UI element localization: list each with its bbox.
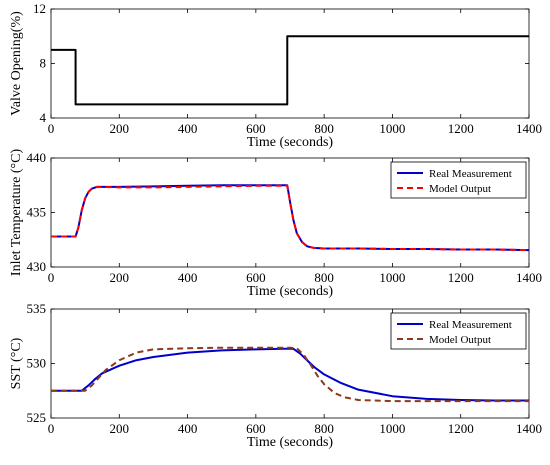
x-tick-label: 600 bbox=[246, 421, 266, 436]
x-tick-label: 0 bbox=[48, 121, 55, 136]
y-tick-label: 440 bbox=[27, 150, 47, 165]
x-tick-label: 0 bbox=[48, 270, 55, 285]
y-axis-label: Valve Opening(%) bbox=[9, 11, 24, 116]
y-axis-label: SST (°C) bbox=[9, 337, 24, 389]
x-tick-label: 800 bbox=[314, 121, 334, 136]
x-axis-label: Time (seconds) bbox=[247, 435, 334, 450]
x-tick-label: 1200 bbox=[448, 270, 474, 285]
x-axis-label: Time (seconds) bbox=[247, 135, 334, 150]
y-tick-label: 525 bbox=[27, 410, 47, 425]
legend: Real Measurement Model Output bbox=[390, 161, 527, 199]
chart-panel-1: 0 200 400 600 800 1000 1200 1400 4 8 12 Time (secon… bbox=[9, 1, 542, 150]
legend-entry-label: Model Output bbox=[429, 183, 491, 195]
y-tick-label: 12 bbox=[33, 1, 46, 16]
x-tick-label: 800 bbox=[314, 421, 334, 436]
legend: Real Measurement Model Output bbox=[390, 312, 527, 350]
x-tick-label: 1400 bbox=[516, 121, 542, 136]
x-tick-label: 200 bbox=[110, 421, 130, 436]
plot-frame bbox=[50, 8, 530, 119]
x-tick-label: 400 bbox=[178, 270, 198, 285]
x-tick-label: 0 bbox=[48, 421, 55, 436]
x-tick-label: 1000 bbox=[379, 421, 405, 436]
y-tick-label: 435 bbox=[27, 205, 47, 220]
chart-panel-3: 0 200 400 600 800 1000 1200 1400 525 530 535 Time (… bbox=[9, 301, 542, 450]
x-tick-label: 1400 bbox=[516, 421, 542, 436]
x-tick-label: 400 bbox=[178, 121, 198, 136]
y-tick-label: 530 bbox=[27, 356, 47, 371]
y-tick-label: 535 bbox=[27, 301, 47, 316]
chart-panel-2: 0 200 400 600 800 1000 1200 1400 430 435 440 Time (… bbox=[9, 149, 542, 299]
legend-entry-label: Model Output bbox=[429, 334, 491, 346]
x-tick-label: 200 bbox=[110, 270, 130, 285]
y-axis-label: Inlet Temperature (°C) bbox=[9, 149, 24, 277]
series-line-model-output bbox=[51, 346, 529, 403]
legend-entry-label: Real Measurement bbox=[429, 168, 512, 180]
series-line-panel1 bbox=[51, 35, 529, 106]
x-tick-label: 400 bbox=[178, 421, 198, 436]
legend-entry-label: Real Measurement bbox=[429, 319, 512, 331]
x-tick-label: 1200 bbox=[448, 121, 474, 136]
series-line-real-measurement bbox=[51, 347, 529, 402]
y-tick-label: 8 bbox=[40, 56, 47, 71]
x-tick-label: 800 bbox=[314, 270, 334, 285]
legend-box bbox=[390, 161, 527, 199]
x-tick-label: 600 bbox=[246, 270, 266, 285]
x-tick-label: 1000 bbox=[379, 270, 405, 285]
series-line-real-measurement bbox=[51, 184, 530, 252]
x-tick-label: 200 bbox=[110, 121, 130, 136]
y-tick-label: 4 bbox=[40, 110, 47, 125]
legend-box bbox=[390, 312, 527, 350]
x-tick-label: 1000 bbox=[379, 121, 405, 136]
x-tick-label: 600 bbox=[246, 121, 266, 136]
x-tick-label: 1200 bbox=[448, 421, 474, 436]
x-tick-label: 1400 bbox=[516, 270, 542, 285]
y-tick-label: 430 bbox=[27, 259, 47, 274]
x-axis-label: Time (seconds) bbox=[247, 284, 334, 299]
